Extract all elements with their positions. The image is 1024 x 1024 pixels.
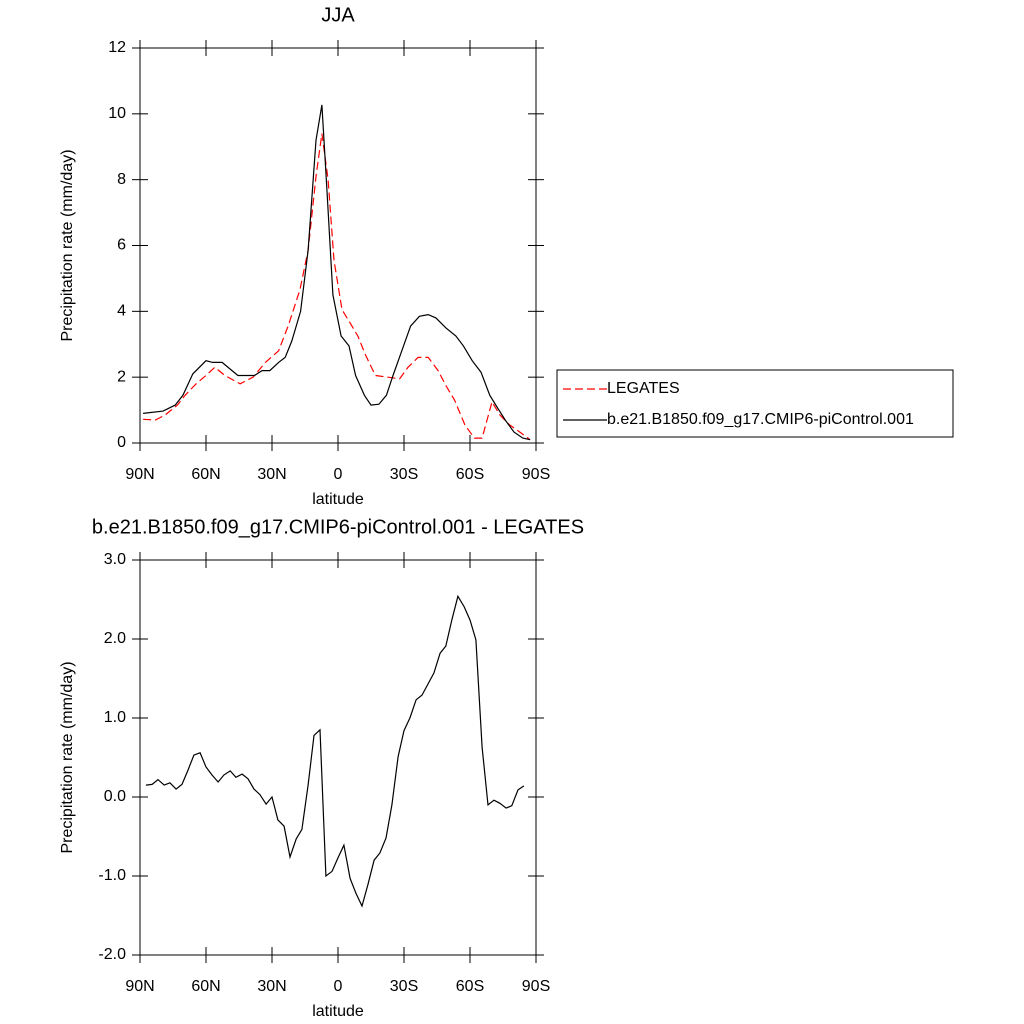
y-tick-label: 10: [108, 105, 126, 122]
x-tick-label: 60S: [456, 466, 484, 483]
x-tick-label: 30N: [257, 466, 286, 483]
x-tick-label: 90N: [125, 466, 154, 483]
y-tick-label: 8: [117, 171, 126, 188]
x-tick-label: 30S: [390, 466, 418, 483]
x-axis-label: latitude: [312, 491, 364, 508]
legend-label: LEGATES: [607, 380, 680, 397]
y-tick-label: 6: [117, 237, 126, 254]
data-line: [143, 133, 531, 441]
x-tick-label: 0: [334, 466, 343, 483]
x-tick-label: 30S: [390, 978, 418, 995]
y-tick-label: 2: [117, 368, 126, 385]
y-tick-label: -2.0: [98, 946, 126, 963]
x-tick-label: 60N: [191, 466, 220, 483]
data-line: [143, 104, 531, 441]
x-axis-label: latitude: [312, 1003, 364, 1020]
legend-box: [556, 369, 954, 438]
chart-title: b.e21.B1850.f09_g17.CMIP6-piControl.001 …: [92, 516, 584, 538]
x-tick-label: 90N: [125, 978, 154, 995]
x-tick-label: 90S: [522, 466, 550, 483]
x-tick-label: 60N: [191, 978, 220, 995]
legend-label: b.e21.B1850.f09_g17.CMIP6-piControl.001: [607, 411, 914, 428]
y-tick-label: 12: [108, 39, 126, 56]
x-tick-label: 0: [334, 978, 343, 995]
chart-title: JJA: [321, 4, 355, 26]
y-tick-label: 3.0: [104, 551, 126, 568]
y-tick-label: 0.0: [104, 788, 126, 805]
y-tick-label: 0: [117, 434, 126, 451]
y-tick-label: 1.0: [104, 709, 126, 726]
x-tick-label: 90S: [522, 978, 550, 995]
data-line: [145, 594, 525, 908]
y-tick-label: -1.0: [98, 867, 126, 884]
x-tick-label: 60S: [456, 978, 484, 995]
plot-frame: [139, 47, 537, 444]
y-axis-label: Precipitation rate (mm/day): [59, 661, 76, 853]
x-tick-label: 30N: [257, 978, 286, 995]
y-tick-label: 4: [117, 303, 126, 320]
y-axis-label: Precipitation rate (mm/day): [59, 149, 76, 341]
plot-frame: [139, 559, 537, 956]
y-tick-label: 2.0: [104, 630, 126, 647]
